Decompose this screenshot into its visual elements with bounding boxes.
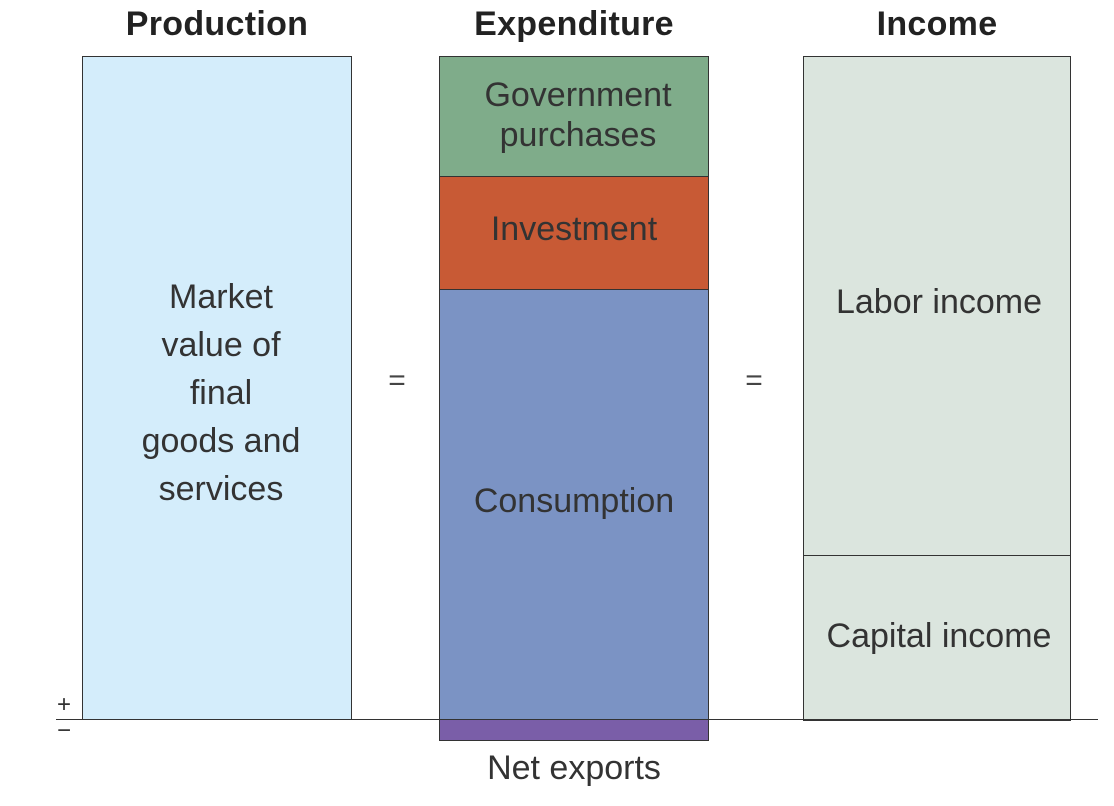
equals-sign-1: = <box>388 364 406 397</box>
capital-income-segment: Capital income <box>803 555 1071 721</box>
production-heading: Production <box>125 5 309 43</box>
labor-income-label: Labor income <box>835 283 1042 321</box>
labor-income-segment: Labor income <box>803 56 1071 556</box>
minus-sign: − <box>57 717 72 744</box>
government-purchases-segment: Government purchases <box>439 56 709 177</box>
consumption-segment: Consumption <box>439 289 709 721</box>
production-box: Market value of final goods and services <box>82 56 352 720</box>
consumption-label: Consumption <box>473 482 675 520</box>
investment-segment: Investment <box>439 176 709 290</box>
production-label: Market value of final goods and services <box>141 278 301 508</box>
capital-income-label: Capital income <box>826 617 1052 655</box>
income-heading: Income <box>876 5 998 43</box>
government-purchases-label: Government purchases <box>484 75 672 154</box>
net-exports-label: Net exports <box>487 749 661 787</box>
expenditure-heading: Expenditure <box>474 5 674 43</box>
equals-sign-2: = <box>745 364 763 397</box>
net-exports-segment <box>439 719 709 741</box>
plus-sign: + <box>57 691 72 718</box>
zero-baseline <box>56 719 1098 720</box>
investment-label: Investment <box>490 210 658 248</box>
